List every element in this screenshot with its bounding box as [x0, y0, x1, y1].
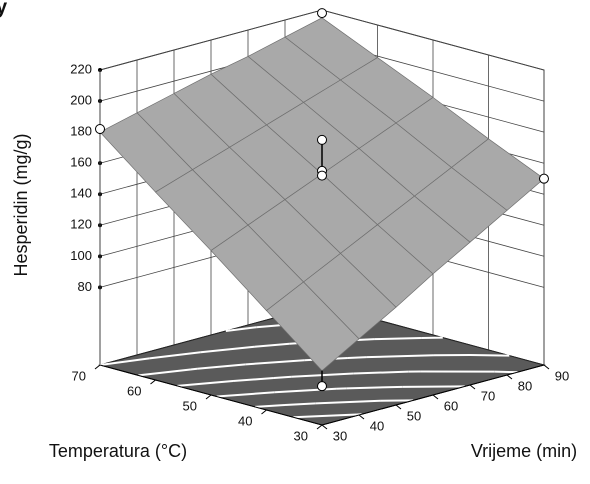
z-tick-label: 100	[70, 248, 92, 263]
contour-line	[366, 354, 435, 359]
x-tick	[432, 394, 439, 400]
x-tick-label: 90	[555, 368, 569, 383]
z-tick-label: 160	[70, 155, 92, 170]
contour-line	[99, 357, 150, 366]
design-point	[317, 170, 327, 181]
y-tick-label: 40	[238, 413, 252, 428]
contour-line	[315, 399, 381, 405]
contour-line	[353, 370, 409, 375]
contour-line	[245, 359, 305, 366]
y-tick-label: 60	[127, 383, 141, 398]
x-axis-title: Vrijeme (min)	[471, 441, 577, 461]
contour-line	[273, 375, 292, 379]
x-tick-label: 40	[370, 418, 384, 433]
y-tick	[316, 424, 323, 430]
x-tick-label: 70	[481, 388, 495, 403]
design-point	[317, 8, 327, 19]
z-tick-label: 180	[70, 124, 92, 139]
x-tick-label: 60	[444, 398, 458, 413]
contour-line	[149, 351, 201, 360]
z-tick-label: 200	[70, 92, 92, 107]
y-tick	[205, 394, 212, 400]
contour-line	[346, 385, 403, 390]
contour-line	[232, 377, 274, 382]
contour-line	[200, 345, 255, 354]
x-tick	[358, 414, 365, 420]
chart-title: y	[0, 0, 8, 18]
z-tick-label: 80	[78, 279, 92, 294]
z-axis-title: Hesperidin (mg/g)	[11, 133, 31, 276]
design-point	[317, 381, 327, 392]
contour-line	[284, 402, 316, 406]
x-tick-label: 30	[333, 428, 347, 443]
contour-line	[293, 413, 357, 419]
design-point	[539, 173, 549, 184]
x-tick	[395, 404, 402, 410]
x-tick-label: 80	[518, 378, 532, 393]
contour-line	[216, 391, 275, 398]
contour-line	[254, 342, 290, 348]
contour-line	[469, 354, 510, 357]
contour-line	[138, 368, 191, 377]
design-point	[317, 134, 327, 145]
y-tick	[150, 379, 156, 385]
z-tick-label: 140	[70, 186, 92, 201]
x-tick	[543, 364, 550, 370]
y-tick-label: 50	[183, 398, 197, 413]
x-tick-label: 50	[407, 408, 421, 423]
contour-line	[374, 337, 422, 341]
x-tick	[469, 384, 476, 390]
z-tick-label: 220	[70, 61, 92, 76]
y-tick	[94, 364, 101, 370]
contour-line	[197, 363, 246, 370]
x-tick	[321, 424, 328, 430]
contour-line	[177, 379, 234, 387]
design-point	[95, 124, 105, 134]
y-tick-label: 30	[294, 428, 308, 443]
y-tick	[261, 409, 267, 415]
x-tick	[506, 374, 513, 380]
contour-line	[190, 367, 198, 371]
contour-line	[225, 326, 257, 332]
y-axis-title: Temperatura (°C)	[49, 441, 187, 461]
z-tick-label: 120	[70, 217, 92, 232]
surface-patch	[265, 281, 360, 372]
y-tick-label: 70	[72, 368, 86, 383]
contour-line	[347, 356, 367, 359]
contour-line	[254, 404, 286, 408]
